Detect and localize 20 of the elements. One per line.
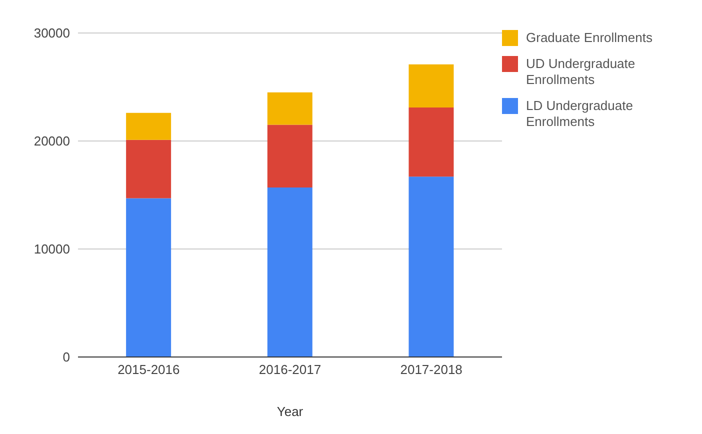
bar: [267, 187, 312, 357]
bar: [267, 92, 312, 125]
legend-label: Graduate Enrollments: [526, 30, 652, 46]
bar: [408, 108, 454, 177]
bar: [126, 198, 172, 357]
bar: [126, 112, 172, 140]
legend-label: LD Undergraduate Enrollments: [526, 98, 634, 130]
y-tick-label: 30000: [34, 26, 70, 41]
x-tick-label: 2016-2017: [258, 362, 322, 378]
y-tick-label: 20000: [34, 134, 70, 149]
bar: [267, 124, 312, 188]
legend-label: UD Undergraduate Enrollments: [526, 56, 636, 88]
bar: [126, 140, 172, 198]
bar: [408, 64, 454, 108]
x-tick-label: 2017-2018: [400, 362, 462, 378]
bar: [408, 176, 454, 357]
y-tick-label: 10000: [34, 242, 70, 257]
x-axis-title: Year: [276, 404, 304, 419]
x-tick-label: 2015-2016: [118, 362, 180, 378]
y-tick-label: 0: [62, 350, 70, 365]
